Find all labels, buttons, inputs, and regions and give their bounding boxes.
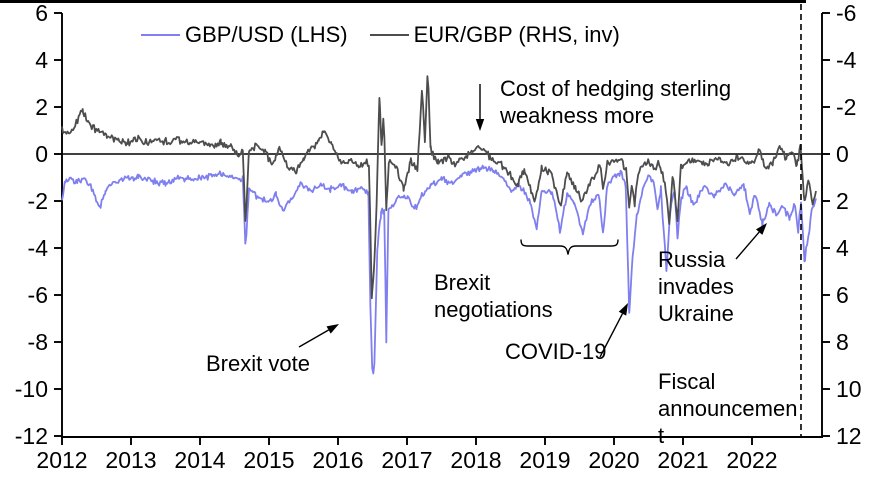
legend-label-gbpusd: GBP/USD (LHS) <box>185 22 348 47</box>
brexit-negotiations-label-line: Brexit <box>434 270 491 295</box>
top-border-line <box>0 0 806 3</box>
x-axis-tick-label: 2014 <box>174 447 226 473</box>
fiscal-announcement-label-line: t <box>658 423 665 448</box>
russia-invades-ukraine-label-line: Ukraine <box>658 301 734 326</box>
right-axis-tick-label: -6 <box>836 0 857 26</box>
x-axis-tick-label: 2015 <box>243 447 295 473</box>
x-axis-tick-label: 2012 <box>36 447 88 473</box>
right-axis-tick-label: 12 <box>836 423 862 449</box>
x-axis-tick-label: 2018 <box>450 447 502 473</box>
brexit-negotiations-label: Brexit negotiations <box>434 269 553 323</box>
russia-invades-ukraine-label-arrow-shaft <box>735 231 760 260</box>
x-axis-tick-label: 2022 <box>726 447 778 473</box>
covid-19-label-arrow-shaft <box>599 313 624 358</box>
x-axis-tick-label: 2017 <box>381 447 433 473</box>
covid-19-label: COVID-19 <box>505 338 606 365</box>
left-axis-tick-label: -8 <box>27 329 48 355</box>
grouping-bracket <box>520 239 619 255</box>
cost-of-hedging-label-line: weakness more <box>500 103 655 128</box>
fiscal-announcement-label-line: Fiscal <box>658 369 716 394</box>
cost-of-hedging-label-arrow-head <box>475 119 485 131</box>
gbpusd-series-line <box>61 164 817 375</box>
left-axis-tick-label: 2 <box>35 94 48 120</box>
left-axis-tick-label: 4 <box>35 47 48 73</box>
covid-19-label-line: COVID-19 <box>505 339 607 364</box>
brexit-vote-label-line: Brexit vote <box>206 351 310 376</box>
left-axis-tick-label: -12 <box>14 423 48 449</box>
legend: GBP/USD (LHS) EUR/GBP (RHS, inv) <box>141 22 620 48</box>
eurgbp-line-swatch <box>369 34 409 36</box>
x-axis-tick-label: 2016 <box>312 447 364 473</box>
right-axis-tick-label: 2 <box>836 188 849 214</box>
x-axis-tick-label: 2013 <box>105 447 157 473</box>
gbpusd-line-swatch <box>141 34 180 36</box>
russia-invades-ukraine-label-line: invades <box>658 274 734 299</box>
legend-item-gbpusd: GBP/USD (LHS) <box>141 22 348 48</box>
right-axis-tick-label: -2 <box>836 94 857 120</box>
left-axis-tick-label: 6 <box>35 0 48 26</box>
brexit-vote-label-arrow-head <box>326 324 339 334</box>
russia-invades-ukraine-label-arrow-head <box>755 223 767 235</box>
legend-item-eurgbp: EUR/GBP (RHS, inv) <box>369 22 620 48</box>
x-axis-tick-label: 2020 <box>588 447 640 473</box>
x-axis-tick-label: 2019 <box>519 447 571 473</box>
eurgbp-series-line <box>61 75 817 300</box>
brexit-negotiations-label-line: negotiations <box>434 297 553 322</box>
left-axis-tick-label: -4 <box>27 235 48 261</box>
left-axis-tick-label: -2 <box>27 188 48 214</box>
left-axis-tick-label: 0 <box>35 141 48 167</box>
fiscal-announcement-label: Fiscal announcemen t <box>658 368 797 449</box>
right-axis-tick-label: 8 <box>836 329 849 355</box>
right-axis-tick-label: 10 <box>836 376 862 402</box>
x-axis-tick-label: 2021 <box>657 447 709 473</box>
right-axis-tick-label: 0 <box>836 141 849 167</box>
russia-invades-ukraine-label-line: Russia <box>658 247 726 272</box>
russia-invades-ukraine-label: Russia invades Ukraine <box>658 246 734 327</box>
covid-19-label-arrow-head <box>618 303 628 316</box>
brexit-vote-label-arrow-shaft <box>298 329 329 348</box>
right-axis-tick-label: -4 <box>836 47 857 73</box>
right-axis-tick-label: 4 <box>836 235 849 261</box>
right-axis-tick-label: 6 <box>836 282 849 308</box>
fiscal-announcement-label-line: announcemen <box>658 396 798 421</box>
cost-of-hedging-label-line: Cost of hedging sterling <box>500 76 732 101</box>
legend-label-eurgbp: EUR/GBP (RHS, inv) <box>413 22 620 47</box>
left-axis-tick-label: -6 <box>27 282 48 308</box>
left-axis-tick-label: -10 <box>14 376 48 402</box>
cost-of-hedging-label: Cost of hedging sterling weakness more <box>500 75 731 129</box>
brexit-vote-label: Brexit vote <box>206 350 310 377</box>
